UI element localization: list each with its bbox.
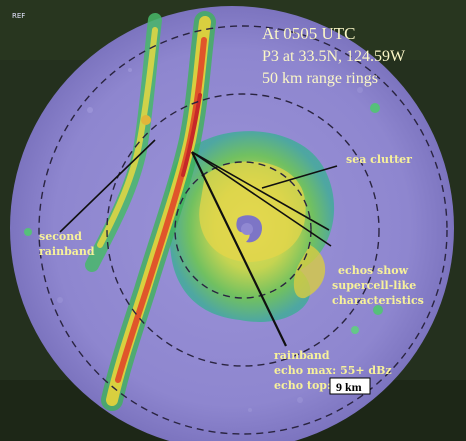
label-supercell: echos show supercell-like characteristic… <box>332 264 424 307</box>
main-rainband <box>101 11 216 411</box>
label-rainband: rainband echo max: 55+ dBz echo top: <box>274 349 392 392</box>
range-ring-1 <box>174 161 312 299</box>
label-second-rainband: second rainband <box>39 230 95 258</box>
label-rainband-line3: echo top: <box>274 379 331 392</box>
range-ring-2 <box>106 93 380 367</box>
leader-rainband <box>191 151 287 347</box>
leader-supercell-a <box>191 151 332 247</box>
label-supercell-line1: echos show <box>338 264 409 277</box>
echo-top-value: 9 km <box>336 380 362 394</box>
label-supercell-line2: supercell-like <box>332 279 416 292</box>
label-supercell-line3: characteristics <box>332 294 424 307</box>
header-time: At 0505 UTC <box>262 24 356 43</box>
label-rainband-line2: echo max: 55+ dBz <box>274 364 392 377</box>
second-rainband <box>85 13 162 272</box>
leader-supercell-b <box>191 151 330 231</box>
label-second-rainband-line1: second <box>39 230 82 243</box>
range-rings <box>38 25 448 435</box>
product-tag: REF <box>12 12 25 20</box>
header-block: At 0505 UTC P3 at 33.5N, 124.59W 50 km r… <box>262 24 406 87</box>
range-ring-3 <box>38 25 448 435</box>
leader-second-rainband <box>59 139 156 233</box>
label-sea-clutter: sea clutter <box>346 153 412 166</box>
scattered-echoes <box>24 103 383 334</box>
header-range-rings: 50 km range rings <box>262 70 378 87</box>
header-position: P3 at 33.5N, 124.59W <box>262 48 406 65</box>
label-rainband-line1: rainband <box>274 349 330 362</box>
leader-sea-clutter <box>261 165 338 189</box>
label-second-rainband-line2: rainband <box>39 245 95 258</box>
echo-top-value-box: 9 km <box>329 377 371 395</box>
annotation-lines <box>59 139 338 347</box>
